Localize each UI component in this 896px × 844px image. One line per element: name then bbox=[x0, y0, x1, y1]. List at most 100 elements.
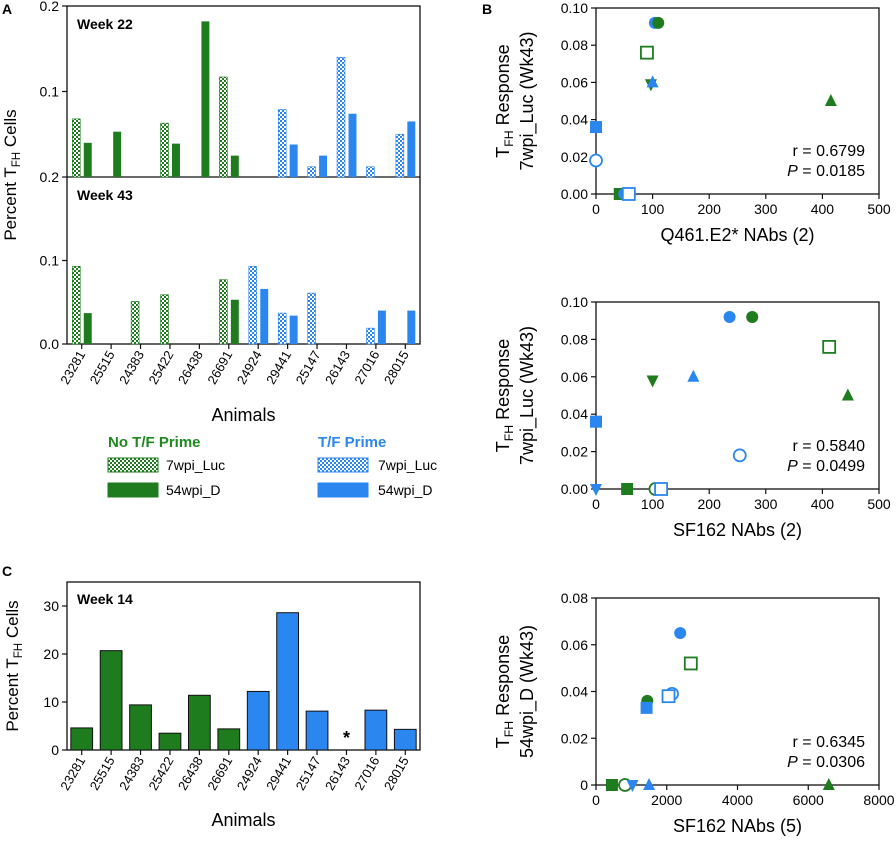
panel-a-bar bbox=[395, 133, 405, 178]
panel-label-a: A bbox=[2, 1, 12, 17]
scatter-point-square bbox=[605, 779, 618, 791]
panelb1-ytick-label: 0.02 bbox=[561, 149, 588, 165]
panel-c-xtick-label: 26143 bbox=[322, 754, 353, 793]
panelb3-xtick-label: 4000 bbox=[722, 792, 753, 808]
panelb2-ytick-label: 0.06 bbox=[561, 369, 588, 385]
panel-a-bar bbox=[336, 56, 346, 178]
panelb3-xtick-label: 6000 bbox=[793, 792, 824, 808]
panel-c-bar bbox=[246, 690, 270, 751]
panelb2-ylabel-top: TFH Response bbox=[493, 339, 516, 452]
legend-title-no-prime: No T/F Prime bbox=[108, 434, 201, 451]
panelb1-ytick-label: 0.00 bbox=[561, 186, 588, 202]
panelb1-xtick-label: 200 bbox=[698, 201, 722, 217]
panel-a-bar bbox=[201, 21, 210, 177]
panel-a-bar bbox=[407, 310, 416, 344]
panelb3-xtick-label: 2000 bbox=[651, 792, 682, 808]
panelb3-ytick-label: 0.06 bbox=[561, 637, 588, 653]
scatter-point-circle bbox=[746, 310, 759, 323]
panel-a-bar bbox=[219, 279, 228, 345]
panel-c-xtick-label: 25147 bbox=[293, 754, 324, 793]
panel-c-xtick-label: 24924 bbox=[234, 754, 265, 793]
panel-a-bar bbox=[113, 131, 122, 177]
panelb3-xtick-label: 0 bbox=[592, 792, 600, 808]
panelb1-ytick-label: 0.04 bbox=[561, 112, 588, 128]
panel-a-bar bbox=[289, 315, 298, 344]
scatter-point-triangle bbox=[824, 94, 837, 106]
panel-c-xtick-label: 27016 bbox=[351, 754, 382, 793]
panel-c-bar bbox=[70, 727, 94, 751]
legend-label-prime-luc: 7wpi_Luc bbox=[378, 457, 437, 473]
chart-panel-c: Week 14010203023281255152438325422264382… bbox=[3, 581, 421, 830]
panelb2-ytick-label: 0.08 bbox=[561, 331, 588, 347]
panelb2-ytick-label: 0.04 bbox=[561, 406, 588, 422]
panel-c-ylabel: Percent TFH Cells bbox=[3, 600, 25, 731]
panelb3-stat-r: r = 0.6345 bbox=[793, 734, 866, 751]
panel-c-bar bbox=[217, 728, 241, 751]
panelb3-ytick-label: 0.02 bbox=[561, 730, 588, 746]
panelb1-stat-r: r = 0.6799 bbox=[793, 143, 866, 160]
panel-c-bar bbox=[393, 728, 417, 751]
scatter-point-triangle bbox=[822, 778, 835, 790]
panel-c-annotation: * bbox=[343, 728, 350, 748]
panel-a-bar bbox=[366, 166, 375, 178]
panel-a-bar bbox=[160, 122, 169, 178]
panel-c-bar bbox=[99, 650, 123, 751]
panel-a-bar bbox=[348, 113, 357, 177]
legend-title-prime: T/F Prime bbox=[318, 434, 386, 451]
panel-c-xtick-label: 26691 bbox=[204, 754, 235, 793]
panel-a-ytick-label: 0.2 bbox=[40, 0, 60, 14]
scatter-point-square bbox=[590, 121, 602, 134]
panelb1-frame bbox=[595, 7, 880, 195]
panel-a-ytick-label: 0.1 bbox=[40, 84, 60, 100]
panelb1-xtick-label: 0 bbox=[592, 201, 600, 217]
scatter-point-square bbox=[590, 415, 602, 428]
panelb1-ytick-label: 0.06 bbox=[561, 74, 588, 90]
panel-c-xlabel: Animals bbox=[211, 810, 275, 830]
panel-a-xtick-label: 26691 bbox=[204, 348, 235, 387]
panel-a-bar bbox=[71, 266, 81, 345]
scatter-point-triangle-down bbox=[590, 484, 602, 496]
panel-c-xtick-label: 26438 bbox=[175, 754, 206, 793]
panel-a-bar bbox=[71, 118, 81, 178]
panel-a-bar bbox=[277, 312, 287, 345]
panel-a-bar bbox=[277, 109, 287, 178]
legend-swatch-no-prime-luc bbox=[107, 457, 159, 473]
scatter-point-square bbox=[654, 482, 668, 496]
panelb2-stat-p: P = 0.0499 bbox=[787, 458, 865, 475]
scatter-point-circle bbox=[674, 627, 687, 640]
panelb3-xtick-label: 8000 bbox=[863, 792, 894, 808]
panel-a-frame bbox=[66, 5, 421, 345]
panel-a-bar bbox=[83, 313, 92, 344]
legend-swatch-prime-d bbox=[317, 482, 369, 498]
panel-c-bar bbox=[129, 704, 152, 751]
panelb2-xlabel: SF162 NAbs (2) bbox=[673, 520, 802, 540]
scatter-point-square bbox=[621, 483, 634, 495]
legend: No T/F Prime T/F Prime 7wpi_Luc 54wpi_D … bbox=[107, 434, 437, 498]
panel-a-bar bbox=[307, 292, 316, 345]
chart-panel-b3: 0 2000 4000 6000 8000 0 0.02 0.04 0.06 0.08 SF162 … bbox=[493, 590, 895, 836]
panel-a-week-label-1: Week 43 bbox=[77, 187, 133, 203]
panelb2-ytick-label: 0.02 bbox=[561, 444, 588, 460]
panel-a-xtick-label: 24383 bbox=[116, 348, 147, 387]
panel-c-ytick-label: 10 bbox=[43, 694, 59, 710]
panelb3-ytick-label: 0.04 bbox=[561, 684, 588, 700]
panel-a-xlabel: Animals bbox=[211, 405, 275, 425]
scatter-point-circle bbox=[732, 448, 747, 463]
panel-a-ytick-label: 0.1 bbox=[40, 253, 60, 269]
legend-swatch-prime-luc bbox=[317, 457, 369, 473]
panel-a-bar bbox=[289, 144, 298, 177]
scatter-point-square bbox=[683, 656, 698, 671]
panel-c-bar bbox=[364, 709, 388, 751]
panelb3-stat-p: P = 0.0306 bbox=[787, 754, 865, 771]
panel-c-bar bbox=[276, 612, 300, 751]
panel-c-ytick-label: 20 bbox=[43, 646, 59, 662]
panelb2-xtick-label: 0 bbox=[592, 496, 600, 512]
panelb2-xtick-label: 100 bbox=[641, 496, 665, 512]
panel-c-bar bbox=[187, 694, 211, 751]
panelb1-ylabel-top: TFH Response bbox=[493, 44, 516, 157]
scatter-point-square bbox=[661, 689, 676, 704]
panel-a-bar bbox=[248, 266, 258, 345]
scatter-point-triangle bbox=[687, 369, 700, 382]
